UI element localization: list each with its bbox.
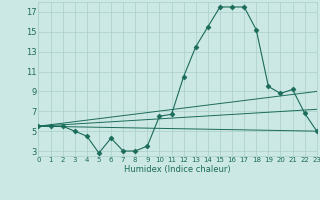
X-axis label: Humidex (Indice chaleur): Humidex (Indice chaleur): [124, 165, 231, 174]
